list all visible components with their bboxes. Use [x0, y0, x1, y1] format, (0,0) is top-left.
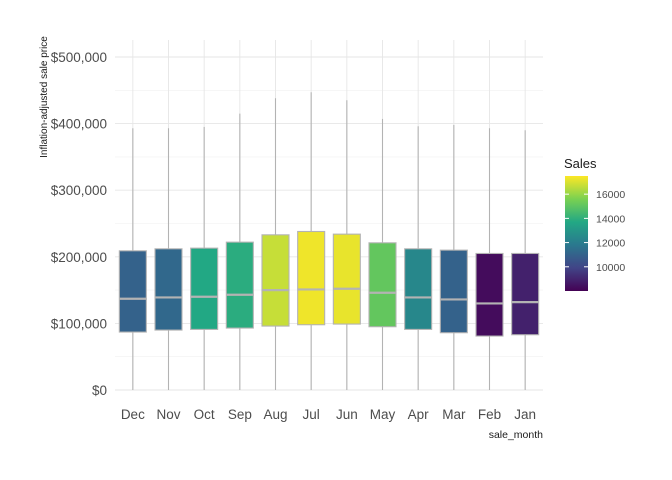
- box-jun: [332, 100, 361, 390]
- box-iqr: [511, 252, 540, 336]
- box-dec: [118, 128, 147, 390]
- y-tick-label: $200,000: [51, 250, 107, 265]
- y-axis-label: Inflation-adjusted sale price: [39, 36, 50, 158]
- box-sep: [225, 113, 254, 390]
- x-tick-label: Jan: [514, 407, 536, 422]
- x-tick-label: Jun: [336, 407, 358, 422]
- legend-title: Sales: [564, 156, 597, 171]
- box-oct: [190, 126, 219, 390]
- box-iqr: [332, 233, 361, 325]
- box-jul: [297, 92, 326, 390]
- legend-tick-label: 12000: [596, 238, 625, 250]
- box-iqr: [368, 242, 397, 328]
- box-iqr: [404, 248, 433, 330]
- x-tick-label: Sep: [228, 407, 252, 422]
- box-iqr: [475, 252, 504, 337]
- box-iqr: [225, 241, 254, 329]
- x-tick-label: Mar: [442, 407, 466, 422]
- y-tick-label: $100,000: [51, 316, 107, 331]
- legend-ticks: 10000 12000 14000 16000: [565, 189, 625, 274]
- box-iqr: [118, 250, 147, 333]
- y-tick-label: $500,000: [51, 50, 107, 65]
- legend: Sales 10000 12000 14000 16000: [564, 156, 625, 291]
- box-mar: [439, 124, 468, 390]
- box-may: [368, 118, 397, 390]
- grid-lines: [115, 40, 543, 391]
- box-aug: [261, 98, 290, 390]
- box-iqr: [439, 249, 468, 334]
- boxplots: [118, 92, 540, 390]
- box-iqr: [154, 248, 183, 331]
- x-tick-label: Dec: [121, 407, 145, 422]
- legend-tick-label: 14000: [596, 213, 625, 225]
- box-feb: [475, 128, 504, 390]
- box-iqr: [297, 230, 326, 326]
- box-apr: [404, 126, 433, 390]
- y-axis-ticks: $0 $100,000 $200,000 $300,000 $400,000 $500,0…: [51, 50, 107, 398]
- x-tick-label: Nov: [156, 407, 180, 422]
- x-axis-label: sale_month: [489, 429, 543, 441]
- x-tick-label: Aug: [263, 407, 287, 422]
- x-tick-label: Jul: [303, 407, 320, 422]
- legend-colorbar: [565, 176, 588, 291]
- legend-tick-label: 10000: [596, 262, 625, 274]
- y-tick-label: $0: [92, 383, 107, 398]
- box-jan: [511, 130, 540, 390]
- x-tick-label: May: [370, 407, 396, 422]
- box-nov: [154, 128, 183, 390]
- x-tick-label: Feb: [478, 407, 501, 422]
- x-tick-label: Apr: [408, 407, 430, 422]
- box-iqr: [261, 234, 290, 327]
- legend-tick-label: 16000: [596, 189, 625, 201]
- x-axis-ticks: Dec Nov Oct Sep Aug Jul Jun May Apr Mar Feb Jan: [121, 407, 536, 422]
- x-tick-label: Oct: [194, 407, 215, 422]
- y-tick-label: $400,000: [51, 117, 107, 132]
- y-tick-label: $300,000: [51, 183, 107, 198]
- box-iqr: [190, 247, 219, 330]
